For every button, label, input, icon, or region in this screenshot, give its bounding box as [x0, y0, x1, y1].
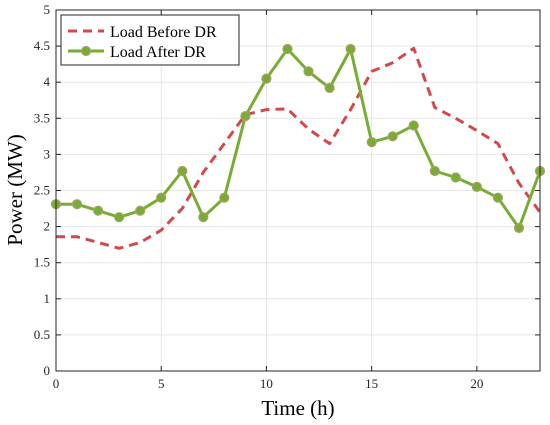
data-point	[366, 137, 377, 148]
data-point	[261, 73, 272, 84]
data-point	[450, 172, 461, 183]
y-tick-label: 3	[44, 146, 51, 161]
series-layer	[50, 43, 546, 250]
data-point	[492, 192, 503, 203]
data-point	[387, 131, 398, 142]
legend-label-after: Load After DR	[110, 44, 206, 61]
data-point	[471, 181, 482, 192]
series-line-load-before-dr	[56, 46, 542, 250]
data-point	[513, 222, 525, 234]
data-point	[177, 165, 188, 177]
data-point	[408, 120, 419, 131]
x-tick-label: 20	[470, 376, 483, 391]
data-point	[324, 82, 335, 94]
legend-label-before: Load Before DR	[110, 24, 217, 41]
y-tick-label: 0.5	[34, 327, 50, 342]
y-tick-label: 0	[44, 363, 51, 378]
legend-box	[60, 14, 240, 66]
x-axis-title: Time (h)	[261, 396, 334, 420]
y-axis-title: Power (MW)	[3, 134, 27, 245]
y-tick-label: 2	[44, 219, 51, 234]
data-point	[198, 212, 209, 223]
y-tick-label: 4	[44, 74, 51, 89]
data-point	[219, 192, 230, 203]
data-point	[92, 205, 104, 216]
x-tick-label: 10	[260, 376, 273, 391]
y-tick-label: 4.5	[34, 38, 50, 53]
data-point	[240, 110, 251, 122]
data-point	[303, 66, 314, 77]
data-point	[156, 192, 167, 203]
y-tick-label: 3.5	[34, 110, 50, 125]
x-tick-label: 0	[53, 376, 60, 391]
data-point	[113, 212, 125, 223]
x-tick-label: 15	[365, 376, 378, 391]
y-tick-label: 5	[44, 2, 51, 17]
data-point	[282, 43, 293, 55]
data-point	[345, 43, 356, 55]
legend: Load Before DR Load After DR	[60, 14, 240, 66]
data-point	[71, 199, 83, 210]
y-tick-label: 1.5	[34, 255, 50, 270]
legend-marker-after	[80, 45, 92, 57]
data-point	[135, 205, 146, 216]
y-tick-label: 1	[44, 291, 51, 306]
data-point	[429, 165, 440, 177]
y-tick-label: 2.5	[34, 183, 50, 198]
ticks: 0 0.5 1 1.5 2 2.5 3 3.5 4 4.5 5 0 5 10 15 20	[34, 2, 540, 391]
x-tick-label: 5	[158, 376, 165, 391]
